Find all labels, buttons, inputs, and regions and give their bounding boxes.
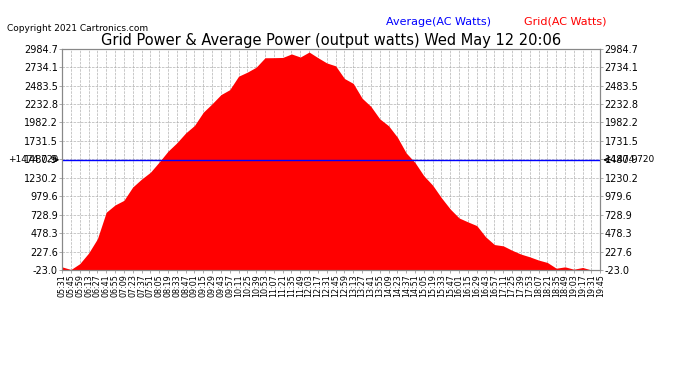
Text: +1474.720: +1474.720 xyxy=(604,155,655,164)
Text: Average(AC Watts): Average(AC Watts) xyxy=(386,17,491,27)
Text: Grid(AC Watts): Grid(AC Watts) xyxy=(524,17,607,27)
Text: +1474.720: +1474.720 xyxy=(8,155,58,164)
Title: Grid Power & Average Power (output watts) Wed May 12 20:06: Grid Power & Average Power (output watts… xyxy=(101,33,561,48)
Text: Copyright 2021 Cartronics.com: Copyright 2021 Cartronics.com xyxy=(7,24,148,33)
